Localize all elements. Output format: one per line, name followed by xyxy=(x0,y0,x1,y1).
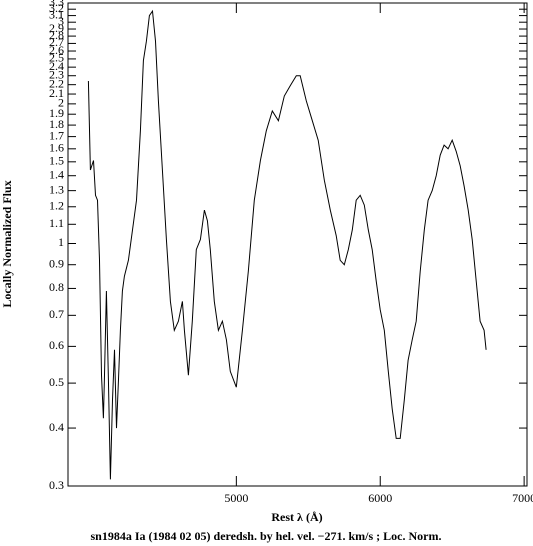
y-tick-label: 2.1 xyxy=(49,86,64,100)
y-tick-label: 1.6 xyxy=(49,141,64,155)
x-tick-label: 7000 xyxy=(512,491,533,505)
y-tick-label: 0.5 xyxy=(49,375,64,389)
y-tick-label: 1.7 xyxy=(49,128,64,142)
y-tick-label: 2.9 xyxy=(49,21,64,35)
y-tick-label: 1.3 xyxy=(49,182,64,196)
y-tick-label: 2.7 xyxy=(49,35,64,49)
y-tick-label: 2.4 xyxy=(49,59,64,73)
y-tick-label: 0.4 xyxy=(49,420,64,434)
plot-frame xyxy=(67,2,528,487)
y-tick-label: 1 xyxy=(58,235,64,249)
y-tick-label: 3 xyxy=(58,14,64,28)
y-tick-label: 1.5 xyxy=(49,154,64,168)
y-tick-label: 2 xyxy=(58,96,64,110)
x-tick-label: 5000 xyxy=(224,491,248,505)
y-tick-label: 1.4 xyxy=(49,167,64,181)
y-tick-label: 0.6 xyxy=(49,338,64,352)
y-tick-label: 0.9 xyxy=(49,256,64,270)
y-tick-label: 2.6 xyxy=(49,43,64,57)
y-tick-label: 1.2 xyxy=(49,199,64,213)
y-tick-label: 2.5 xyxy=(49,51,64,65)
y-tick-label: 2.3 xyxy=(49,67,64,81)
y-tick-label: 2.2 xyxy=(49,76,64,90)
y-tick-label: 1.9 xyxy=(49,106,64,120)
x-axis-label: Rest λ (Å) xyxy=(271,510,322,524)
y-tick-label: 1.1 xyxy=(49,216,64,230)
y-tick-label: 0.8 xyxy=(49,280,64,294)
y-tick-label: 3.2 xyxy=(49,1,64,15)
y-tick-label: 1.8 xyxy=(49,117,64,131)
y-tick-label: 3.1 xyxy=(49,7,64,21)
y-tick-label: 0.7 xyxy=(49,307,64,321)
spectrum-line xyxy=(87,9,487,480)
y-tick-label: 0.3 xyxy=(49,478,64,492)
y-axis-label: Locally Normalized Flux xyxy=(0,180,14,307)
x-tick-label: 6000 xyxy=(368,491,392,505)
caption: sn1984a Ia (1984 02 05) deredsh. by hel.… xyxy=(91,529,442,543)
y-tick-label: 3.3 xyxy=(49,0,64,9)
y-tick-label: 2.8 xyxy=(49,28,64,42)
